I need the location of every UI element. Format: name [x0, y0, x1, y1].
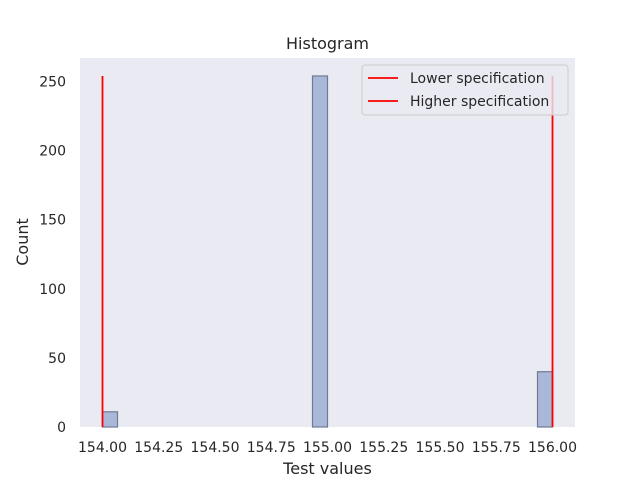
x-tick-label: 155.25: [359, 440, 408, 456]
histogram-bar-2: [536, 371, 554, 428]
x-tick-label: 155.75: [472, 440, 521, 456]
y-axis-label: Count: [13, 218, 32, 266]
histogram-bar-1: [311, 75, 329, 428]
x-tick-label: 154.75: [247, 440, 296, 456]
spec-lines-group: [101, 75, 554, 427]
x-tick-label: 154.25: [134, 440, 183, 456]
y-tick-label: 100: [39, 282, 66, 298]
legend-box: [361, 64, 569, 116]
y-tick-label: 50: [48, 351, 66, 367]
y-tick-label: 250: [39, 74, 66, 90]
y-tick-label: 200: [39, 144, 66, 160]
histogram-bar-0: [101, 411, 119, 428]
legend-label-lower: Lower specification: [410, 71, 545, 87]
x-tick-label: 154.50: [191, 440, 240, 456]
x-tick-label: 156.00: [528, 440, 577, 456]
legend-label-higher: Higher specification: [410, 94, 549, 110]
y-tick-label: 0: [57, 420, 66, 436]
x-tick-label: 155.00: [303, 440, 352, 456]
x-axis-label: Test values: [282, 459, 372, 478]
legend: Lower specification Higher specification: [361, 64, 569, 116]
x-tick-label: 155.50: [416, 440, 465, 456]
y-ticks-group: 0 50 100 150 200 250: [39, 74, 66, 436]
x-ticks-group: 154.00 154.25 154.50 154.75 155.00 155.25 155.…: [78, 440, 577, 456]
chart-title: Histogram: [286, 34, 369, 53]
y-tick-label: 150: [39, 213, 66, 229]
x-tick-label: 154.00: [78, 440, 127, 456]
